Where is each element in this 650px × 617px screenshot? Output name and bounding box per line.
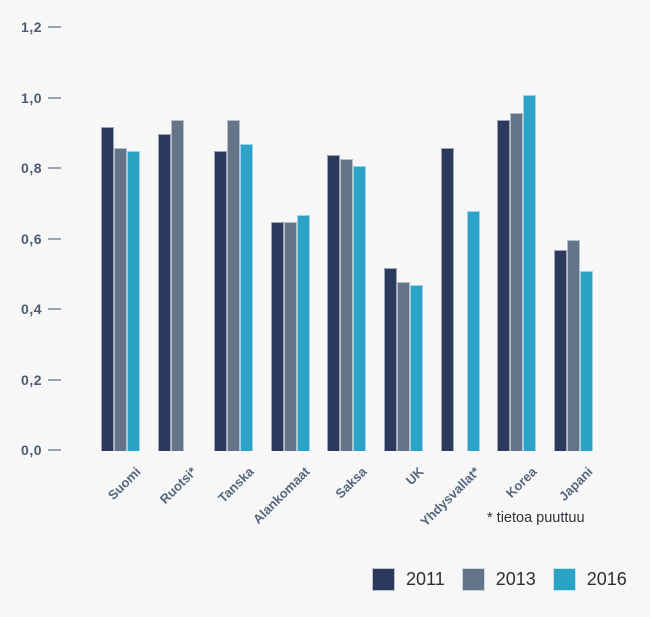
bar-2011-Tanska (214, 151, 227, 451)
bar-2011-Japani (554, 250, 567, 451)
legend-swatch-2011 (372, 568, 395, 591)
y-tick-mark (48, 378, 61, 381)
y-tick-mark (48, 449, 61, 451)
bar-2011-Suomi (101, 127, 114, 451)
bar-2013-Ruotsi (171, 120, 184, 451)
y-tick-label: 0,0 (21, 442, 42, 458)
y-tick-label: 0,6 (21, 230, 42, 247)
bar-2013-Suomi (114, 148, 127, 451)
y-tick-0,6: 0,6 (0, 231, 64, 249)
bar-2011-Alankomaat (271, 222, 284, 451)
bar-2013-UK (397, 282, 410, 451)
y-tick-label: 1,2 (21, 19, 42, 36)
y-tick-label: 0,2 (21, 371, 42, 388)
bar-2013-Alankomaat (284, 222, 297, 451)
bar-2016-Yhdysvallat (467, 211, 480, 451)
bar-2011-Yhdysvallat (441, 148, 454, 451)
bar-2013-Japani (567, 240, 580, 451)
bar-2016-Korea (523, 95, 536, 451)
y-tick-0,2: 0,2 (0, 372, 64, 390)
bar-2011-Saksa (327, 155, 340, 451)
bar-2016-Alankomaat (297, 215, 310, 451)
legend-label-2013: 2013 (495, 569, 536, 589)
bar-2016-Suomi (127, 151, 140, 451)
y-tick-label: 0,4 (21, 301, 42, 318)
bar-2011-UK (384, 268, 397, 451)
legend-item-2011[interactable]: 2011 (372, 568, 445, 591)
y-tick-0,4: 0,4 (0, 301, 64, 319)
legend-item-2016[interactable]: 2016 (552, 568, 627, 591)
bar-2013-Korea (510, 113, 523, 451)
y-tick-1,2: 1,2 (0, 19, 64, 37)
legend-label-2016: 2016 (586, 569, 627, 589)
legend-swatch-2016 (552, 568, 576, 591)
y-tick-mark (48, 26, 61, 29)
y-tick-mark (48, 167, 61, 170)
bar-2016-Japani (580, 271, 593, 451)
legend-swatch-2013 (461, 568, 485, 591)
y-tick-label: 0,8 (21, 160, 42, 177)
bar-2016-UK (410, 285, 423, 451)
bar-2016-Saksa (353, 166, 366, 451)
bar-2013-Saksa (340, 159, 353, 451)
y-tick-mark (48, 308, 61, 311)
bar-2011-Ruotsi (158, 134, 171, 451)
bar-2016-Tanska (240, 144, 253, 451)
plot-area (101, 95, 593, 451)
y-tick-mark (48, 96, 61, 99)
y-tick-0,8: 0,8 (0, 160, 64, 178)
y-tick-label: 1,0 (21, 89, 42, 106)
legend: 2011 2013 2016 (372, 568, 627, 591)
legend-item-2013[interactable]: 2013 (461, 568, 536, 591)
bar-2013-Tanska (227, 120, 240, 451)
y-tick-0,0: 0,0 (0, 442, 64, 460)
y-tick-mark (48, 237, 61, 240)
missing-data-footnote: * tietoa puuttuu (487, 510, 585, 526)
legend-label-2011: 2011 (406, 569, 445, 589)
bar-2011-Korea (497, 120, 510, 451)
y-tick-1,0: 1,0 (0, 90, 64, 108)
